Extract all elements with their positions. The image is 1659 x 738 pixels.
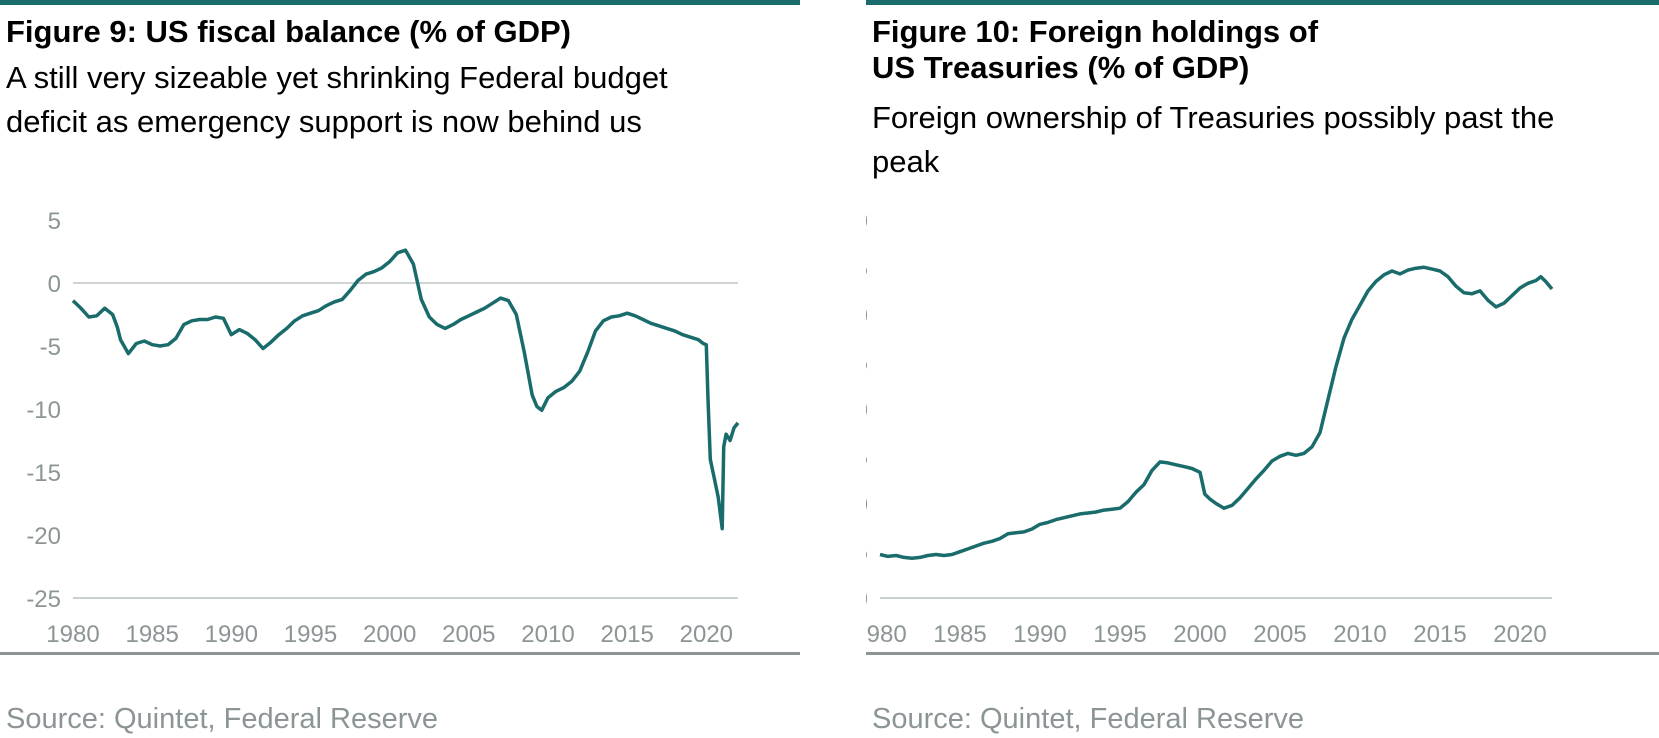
y-tick-label: 15	[866, 444, 868, 471]
y-tick-label: -20	[26, 523, 61, 550]
y-tick-label: 30	[866, 303, 868, 330]
foreign-holdings-chart: 4035302520151050198019851990199520002005…	[866, 0, 1659, 738]
y-tick-label: 5	[866, 539, 868, 566]
source-note: Source: Quintet, Federal Reserve	[872, 702, 1304, 736]
fiscal-balance-chart: 5 0 -5 -10 -15 -20 -25 1980 1985 1990 1995 2000 2005…	[0, 0, 800, 738]
y-tick-label: 0	[866, 586, 868, 613]
y-tick-label: 10	[866, 492, 868, 519]
x-tick-label: 2015	[600, 621, 653, 648]
x-tick-label: 2015	[1413, 621, 1466, 648]
x-tick-label: 1985	[125, 621, 178, 648]
x-tick-label: 1995	[284, 621, 337, 648]
y-tick-label: 25	[866, 350, 868, 377]
y-tick-label: 35	[866, 255, 868, 282]
x-tick-label: 1985	[933, 621, 986, 648]
y-tick-label: -10	[26, 397, 61, 424]
y-tick-label: 20	[866, 397, 868, 424]
y-tick-label: -25	[26, 586, 61, 613]
y-tick-label: -5	[40, 334, 61, 361]
x-tick-label: 2020	[1493, 621, 1546, 648]
bottom-rule	[0, 652, 800, 655]
series-line	[73, 250, 738, 529]
x-tick-label: 1990	[1013, 621, 1066, 648]
x-tick-label: 2020	[680, 621, 733, 648]
x-tick-label: 2000	[363, 621, 416, 648]
y-tick-label: -15	[26, 460, 61, 487]
x-tick-label: 2010	[521, 621, 574, 648]
x-tick-label: 1980	[866, 621, 907, 648]
x-tick-label: 2000	[1173, 621, 1226, 648]
source-note: Source: Quintet, Federal Reserve	[6, 702, 438, 736]
x-tick-label: 1990	[205, 621, 258, 648]
x-tick-label: 2010	[1333, 621, 1386, 648]
x-tick-label: 1980	[46, 621, 99, 648]
y-tick-label: 5	[48, 208, 61, 235]
y-tick-label: 40	[866, 208, 868, 235]
series-line	[880, 267, 1552, 558]
x-tick-label: 2005	[1253, 621, 1306, 648]
bottom-rule	[866, 652, 1659, 655]
x-tick-label: 2005	[442, 621, 495, 648]
x-tick-label: 1995	[1093, 621, 1146, 648]
y-tick-label: 0	[48, 271, 61, 298]
